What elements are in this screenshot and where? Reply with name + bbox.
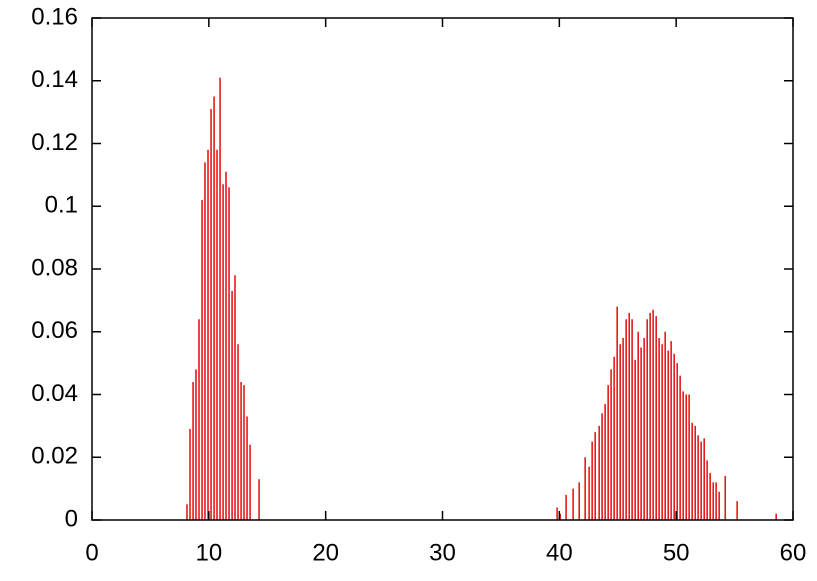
- y-tick-label: 0.1: [45, 192, 78, 219]
- x-tick-label: 60: [780, 539, 807, 566]
- y-tick-label: 0.02: [31, 443, 78, 470]
- x-tick-label: 40: [546, 539, 573, 566]
- y-tick-label: 0.04: [31, 380, 78, 407]
- y-tick-label: 0: [65, 505, 78, 532]
- y-tick-label: 0.14: [31, 66, 78, 93]
- y-tick-label: 0.12: [31, 129, 78, 156]
- y-tick-label: 0.06: [31, 317, 78, 344]
- y-tick-label: 0.08: [31, 254, 78, 281]
- plot-frame: [91, 17, 794, 521]
- x-tick-label: 0: [85, 539, 98, 566]
- x-tick-label: 10: [195, 539, 222, 566]
- x-tick-label: 30: [429, 539, 456, 566]
- x-tick-label: 50: [663, 539, 690, 566]
- y-tick-label: 0.16: [31, 3, 78, 30]
- x-tick-label: 20: [312, 539, 339, 566]
